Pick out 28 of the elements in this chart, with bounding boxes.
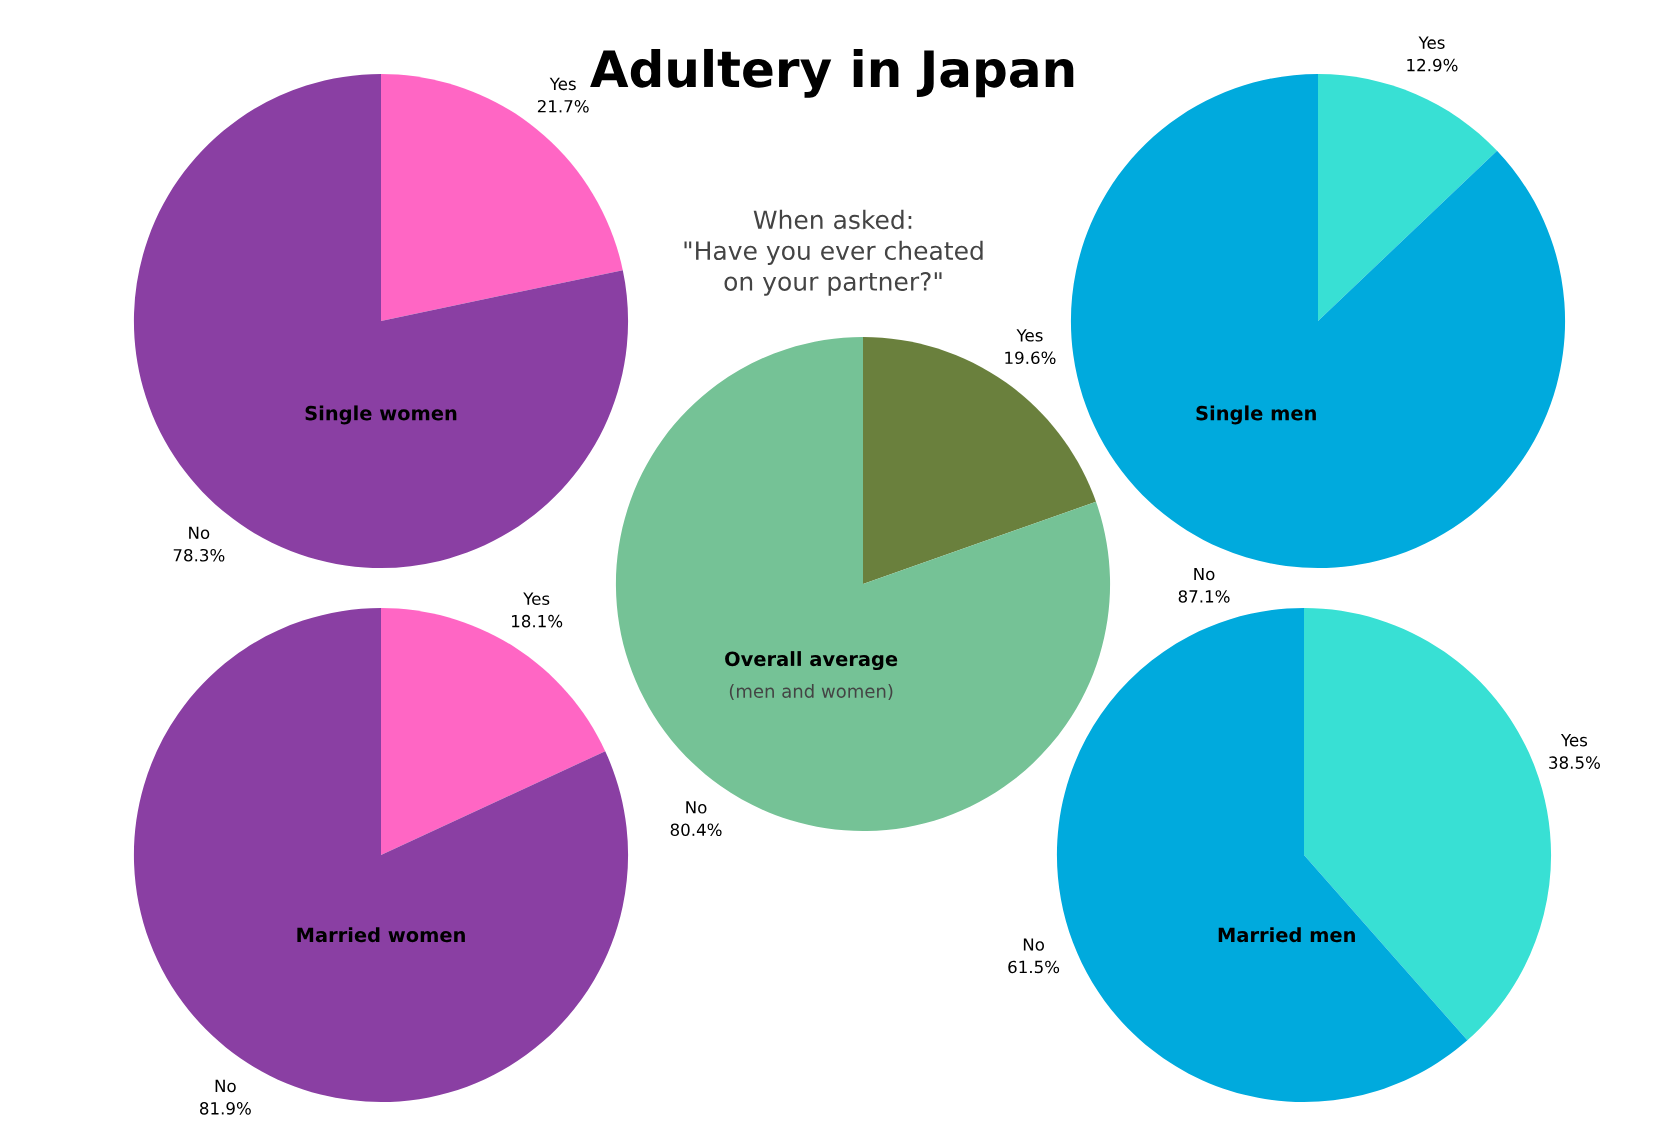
text: (men and women) <box>729 683 893 701</box>
data-label: 19.6% <box>1005 351 1056 365</box>
data-label: 80.4% <box>670 823 722 837</box>
slice-label: Yes <box>1016 329 1043 342</box>
slice-label: Yes <box>523 592 550 606</box>
text: Adultery in Japan <box>590 48 1074 98</box>
text: Single women <box>305 405 457 425</box>
slice-label: No <box>189 526 210 540</box>
slice-label: No <box>1023 938 1044 951</box>
text: Single men <box>1196 405 1316 425</box>
text: Overall average <box>725 651 898 671</box>
slice-label: Yes <box>1560 734 1588 747</box>
data-label: 81.9% <box>199 1102 251 1115</box>
slice-label: No <box>686 801 707 814</box>
text: Married men <box>1218 927 1355 943</box>
slice-label: No <box>1194 567 1215 581</box>
data-label: 38.5% <box>1549 756 1600 769</box>
data-label: 12.9% <box>1407 58 1458 72</box>
slice-label: Yes <box>1418 36 1445 49</box>
data-label: 21.7% <box>537 99 589 113</box>
text: Married women <box>297 927 465 943</box>
slice-label: No <box>215 1079 236 1093</box>
data-label: 78.3% <box>173 548 225 562</box>
data-label: 87.1% <box>1178 590 1230 603</box>
data-label: 18.1% <box>512 614 563 628</box>
text: When asked: "Have you ever cheated on your partner?" <box>684 209 983 296</box>
slice-label: Yes <box>549 77 576 91</box>
data-label: 61.5% <box>1008 960 1060 974</box>
